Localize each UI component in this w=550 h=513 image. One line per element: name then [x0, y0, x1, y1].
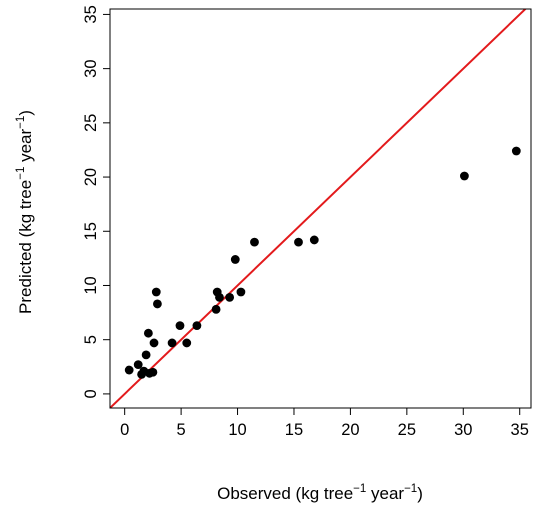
x-axis-title: Observed (kg tree−1 year−1) — [217, 483, 423, 503]
data-point — [182, 338, 192, 348]
data-point — [192, 321, 202, 330]
plot-frame — [109, 8, 532, 409]
data-point — [511, 146, 521, 156]
data-point — [133, 360, 143, 370]
data-point — [211, 304, 221, 314]
y-tick-label: 20 — [82, 168, 100, 186]
data-point — [309, 235, 319, 245]
x-tick-label: 15 — [285, 421, 303, 439]
x-tick-label: 0 — [120, 421, 129, 439]
y-tick-label: 35 — [82, 5, 100, 23]
data-point — [149, 338, 159, 348]
x-tick-label: 20 — [341, 421, 359, 439]
x-tick-label: 10 — [228, 421, 246, 439]
data-point — [148, 367, 158, 377]
data-point — [225, 293, 235, 302]
axes: 0 5 10 15 20 25 30 35 0 5 10 15 20 25 30 35 — [82, 5, 532, 439]
y-tick-label: 0 — [82, 389, 100, 398]
data-point — [175, 321, 185, 330]
x-tick-label: 25 — [398, 421, 416, 439]
data-point — [124, 365, 134, 375]
data-point — [215, 293, 224, 302]
x-tick-label: 5 — [177, 421, 186, 439]
data-point — [143, 328, 153, 338]
x-tick-label: 35 — [511, 421, 529, 439]
data-point — [294, 237, 303, 247]
y-tick-label: 25 — [82, 114, 100, 132]
y-tick-label: 10 — [82, 276, 100, 294]
data-point — [141, 350, 151, 360]
y-tick-label: 5 — [82, 335, 100, 344]
data-point — [230, 255, 240, 264]
plot-area — [110, 9, 527, 408]
data-point — [153, 299, 162, 309]
one-to-one-line — [110, 9, 527, 408]
data-point — [151, 287, 161, 297]
x-tick-label: 30 — [454, 421, 472, 439]
y-tick-label: 15 — [82, 222, 100, 240]
data-point — [167, 338, 177, 348]
data-point — [250, 237, 259, 247]
y-tick-label: 30 — [82, 59, 100, 77]
y-axis-title: Predicted (kg tree−1 year−1) — [15, 110, 35, 314]
data-point — [236, 287, 246, 297]
data-point — [460, 171, 469, 181]
